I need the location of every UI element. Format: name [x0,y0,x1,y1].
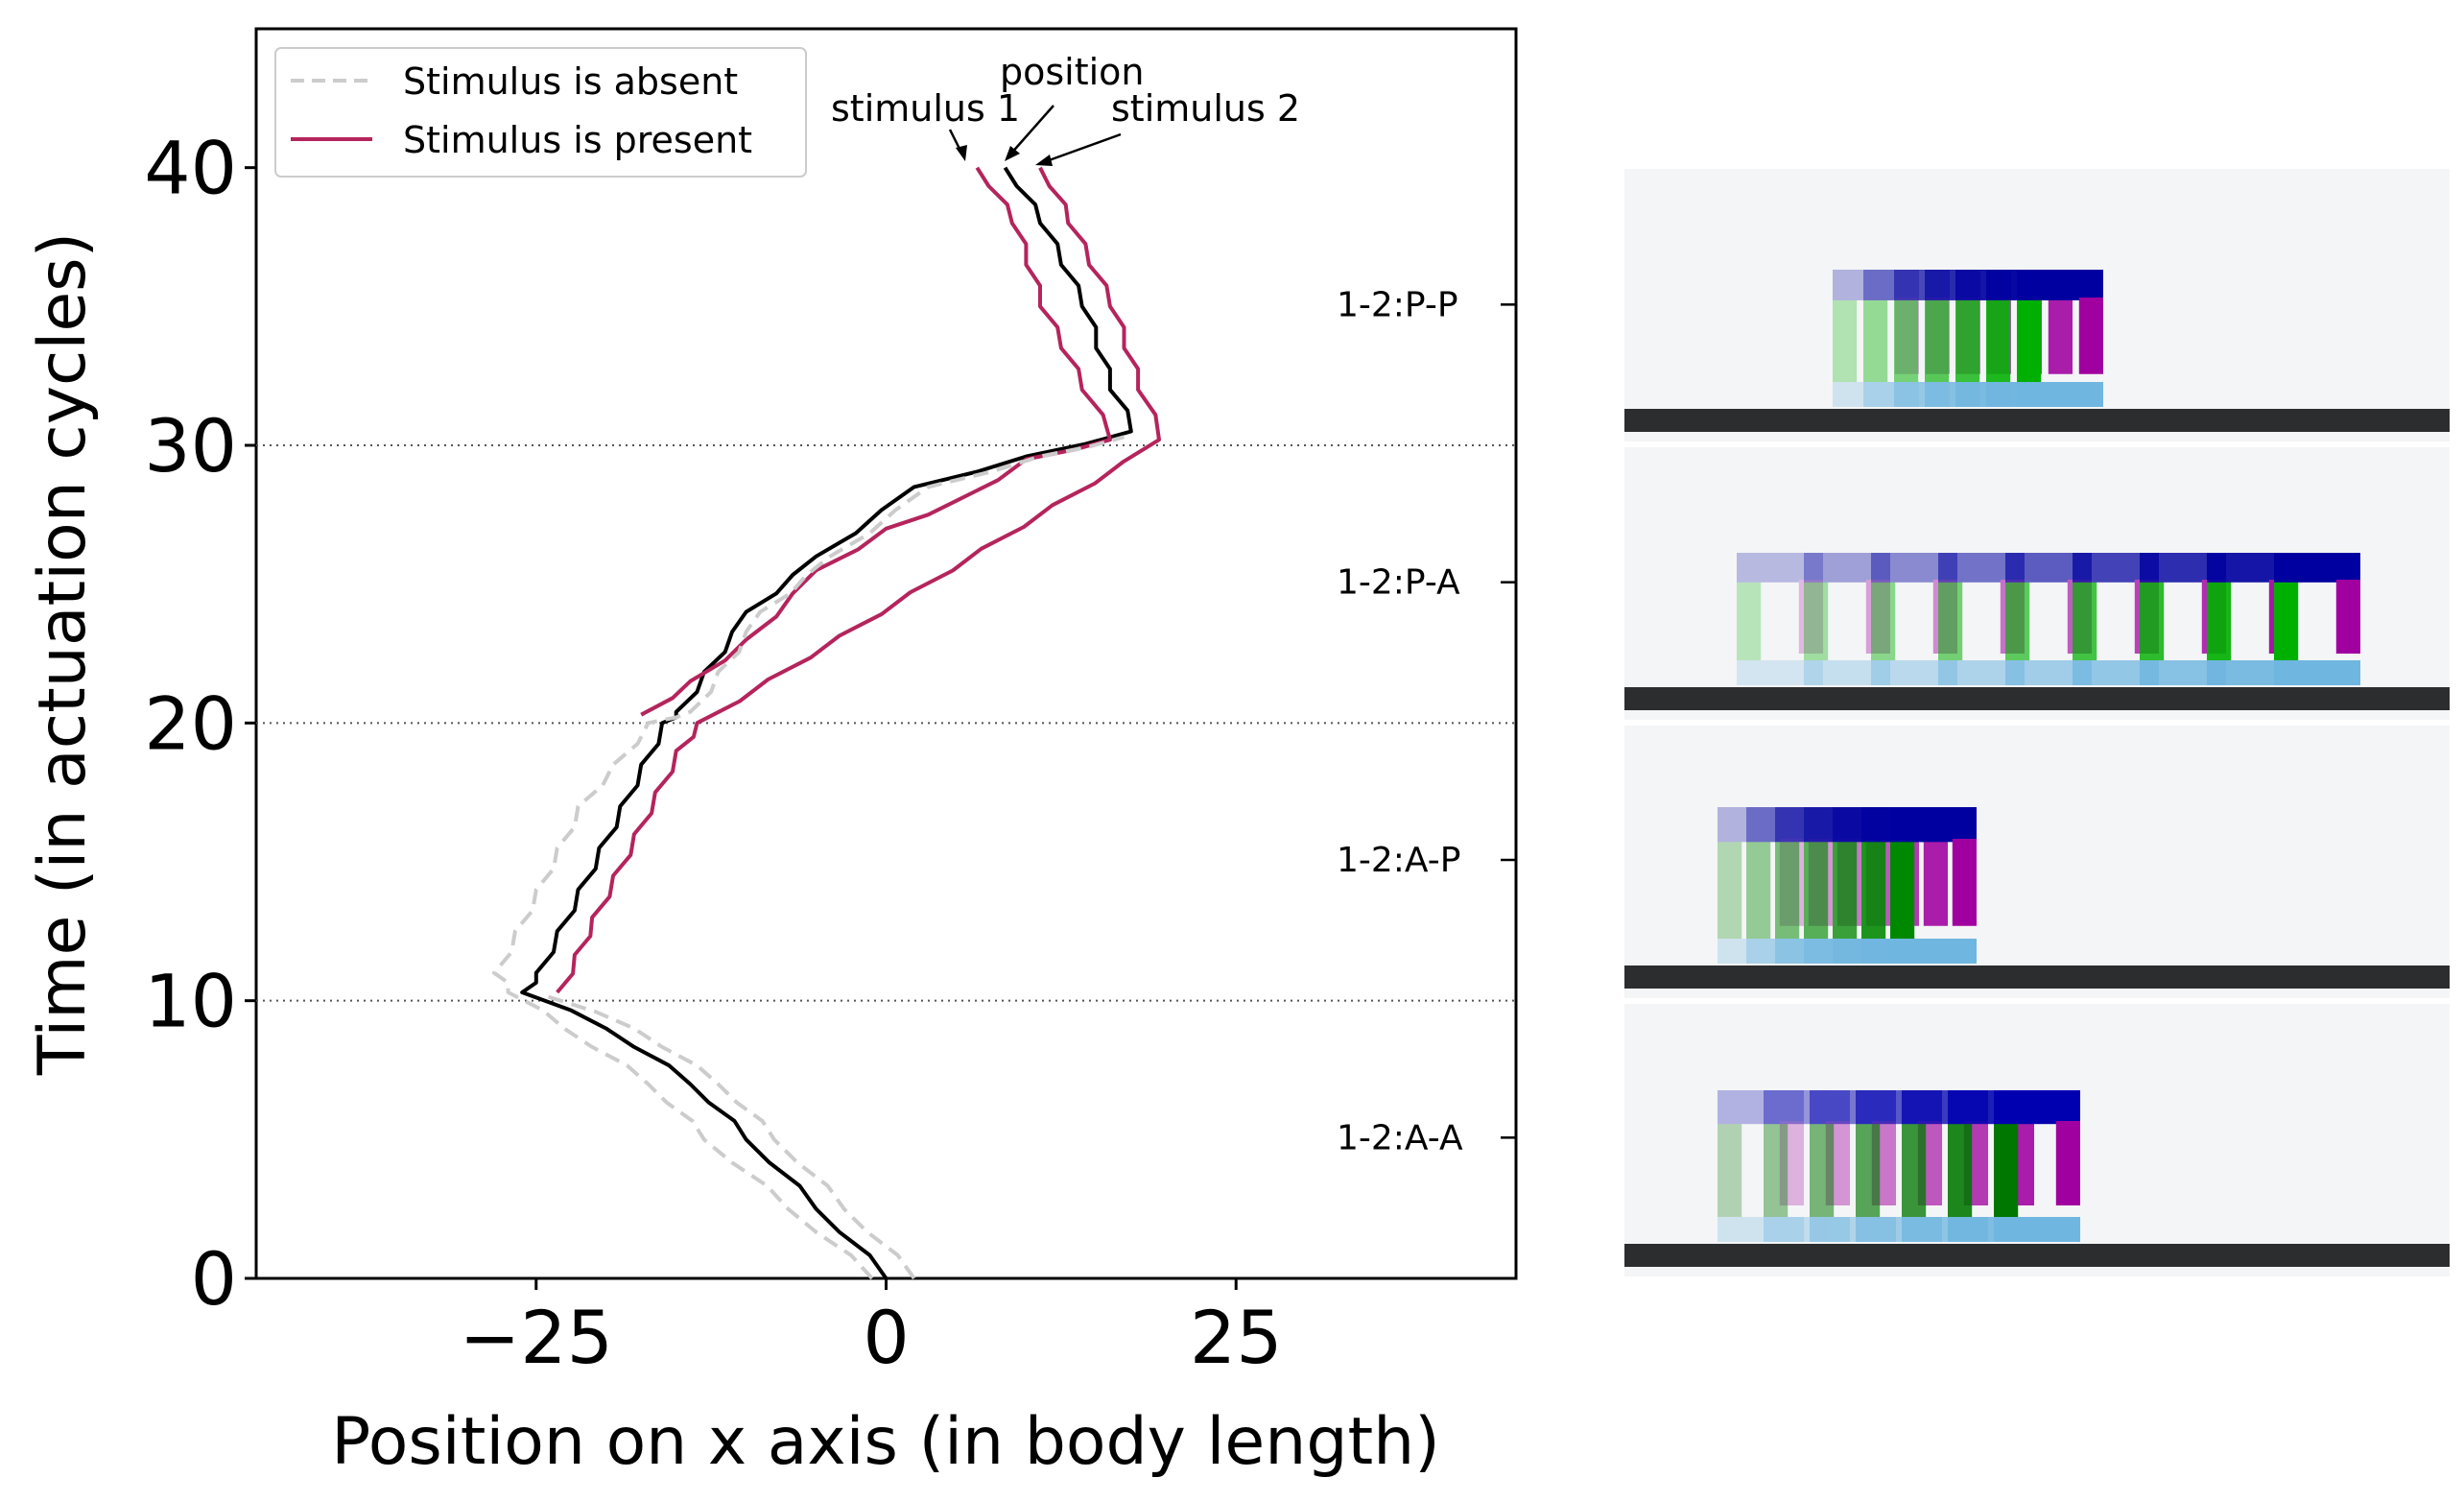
annotation-stimulus-1: stimulus 1 [831,87,1020,130]
robot-top-segment [2017,270,2103,300]
y-tick-label: 40 [144,126,237,211]
robot-leg-left [1833,270,1858,388]
robot-base-segment [2017,382,2103,407]
y-tick-label: 30 [144,403,237,489]
robot-top-segment [1718,1090,1804,1125]
annotations: stimulus 1 position stimulus 2 [831,51,1300,166]
robot-top-segment [1890,807,1977,843]
robot-leg-left [1863,270,1888,388]
robot-top-segment [1737,553,1823,583]
ground-bar [1624,409,2450,432]
x-axis-label: Position on x axis (in body length) [331,1404,1440,1480]
ground-bar [1624,966,2450,989]
robot-top-segment [1804,553,1890,583]
y-tick-label: 20 [144,680,237,766]
ground-bar [1624,687,2450,710]
robot-leg-right [1779,1121,1804,1205]
legend: Stimulus is absent Stimulus is present [274,47,807,178]
robot-leg-right [1798,580,1823,654]
phase-label: 1-2:P-A [1337,563,1460,603]
robot-base-segment [1994,1217,2080,1242]
robot-base-segment [2274,660,2360,685]
robot-leg-left [1718,807,1742,944]
robot-leg-left [1737,553,1762,666]
series-layer [492,166,1161,1280]
arrowhead-stimulus-2 [1035,155,1053,166]
robot-base-segment [1718,1217,1804,1242]
robot-panel-3 [1624,726,2450,998]
arrowhead-position [1005,146,1020,161]
series-absent-upper [492,435,1125,1280]
robot-leg-right [1923,839,1948,926]
robot-leg-left [1871,553,1896,666]
arrowhead-stimulus-1 [956,145,967,161]
robot-top-segment [2274,553,2360,583]
legend-box [274,47,807,178]
y-ticks: 0 10 20 30 40 [144,126,256,1322]
robot-snapshot [2017,270,2103,407]
x-tick-label: −25 [460,1295,613,1380]
ground-bar [1624,1244,2450,1267]
robot-leg-left [1804,553,1829,666]
robot-snapshot [1737,553,1823,685]
robot-panel-4 [1624,1004,2450,1276]
reference-lines [256,444,1516,1002]
series-stimulus-2 [556,166,1161,994]
panel-background [1624,726,2450,998]
annotation-stimulus-2: stimulus 2 [1111,87,1300,130]
phase-label: 1-2:P-P [1337,285,1458,324]
x-tick-label: 0 [863,1295,909,1380]
robot-snapshot [1890,807,1977,964]
robot-leg-left [1746,807,1771,944]
robot-panel-2 [1624,447,2450,720]
robot-leg-left [1718,1090,1742,1223]
robot-leg-right [2335,580,2360,654]
robot-panel-1 [1624,169,2450,441]
robot-snapshot-panels [1624,169,2450,1276]
robot-snapshot [1718,1090,1804,1242]
robot-leg-right [2048,298,2073,374]
y-tick-label: 0 [191,1236,237,1322]
x-ticks: −25 0 25 [460,1278,1283,1380]
robot-leg-right [1865,580,1890,654]
y-axis-label: Time (in actuation cycles) [25,232,101,1076]
robot-snapshot [1994,1090,2080,1242]
robot-leg-right [2078,298,2103,374]
legend-absent-label: Stimulus is absent [403,60,738,103]
phase-label: 1-2:A-A [1337,1118,1463,1157]
phase-labels: 1-2:P-P 1-2:P-A 1-2:A-P 1-2:A-A [1337,285,1516,1157]
x-tick-label: 25 [1190,1295,1283,1380]
robot-snapshot [2274,553,2360,685]
series-stimulus-1 [640,166,1112,717]
robot-base-segment [1737,660,1823,685]
annotation-position: position [1000,51,1145,93]
robot-leg-right [1952,839,1977,926]
robot-base-segment [1804,660,1890,685]
legend-present-label: Stimulus is present [403,119,752,161]
phase-label: 1-2:A-P [1337,841,1460,880]
y-tick-label: 10 [144,959,237,1044]
arrow-position [1008,105,1054,156]
series-absent-lower [542,992,916,1280]
axes-frame [254,27,1518,1280]
robot-leg-left [1764,1090,1789,1223]
robot-top-segment [1994,1090,2080,1125]
robot-snapshot [1804,553,1890,685]
arrow-stimulus-2 [1040,132,1122,165]
robot-base-segment [1890,939,1977,964]
robot-leg-right [2055,1121,2080,1205]
